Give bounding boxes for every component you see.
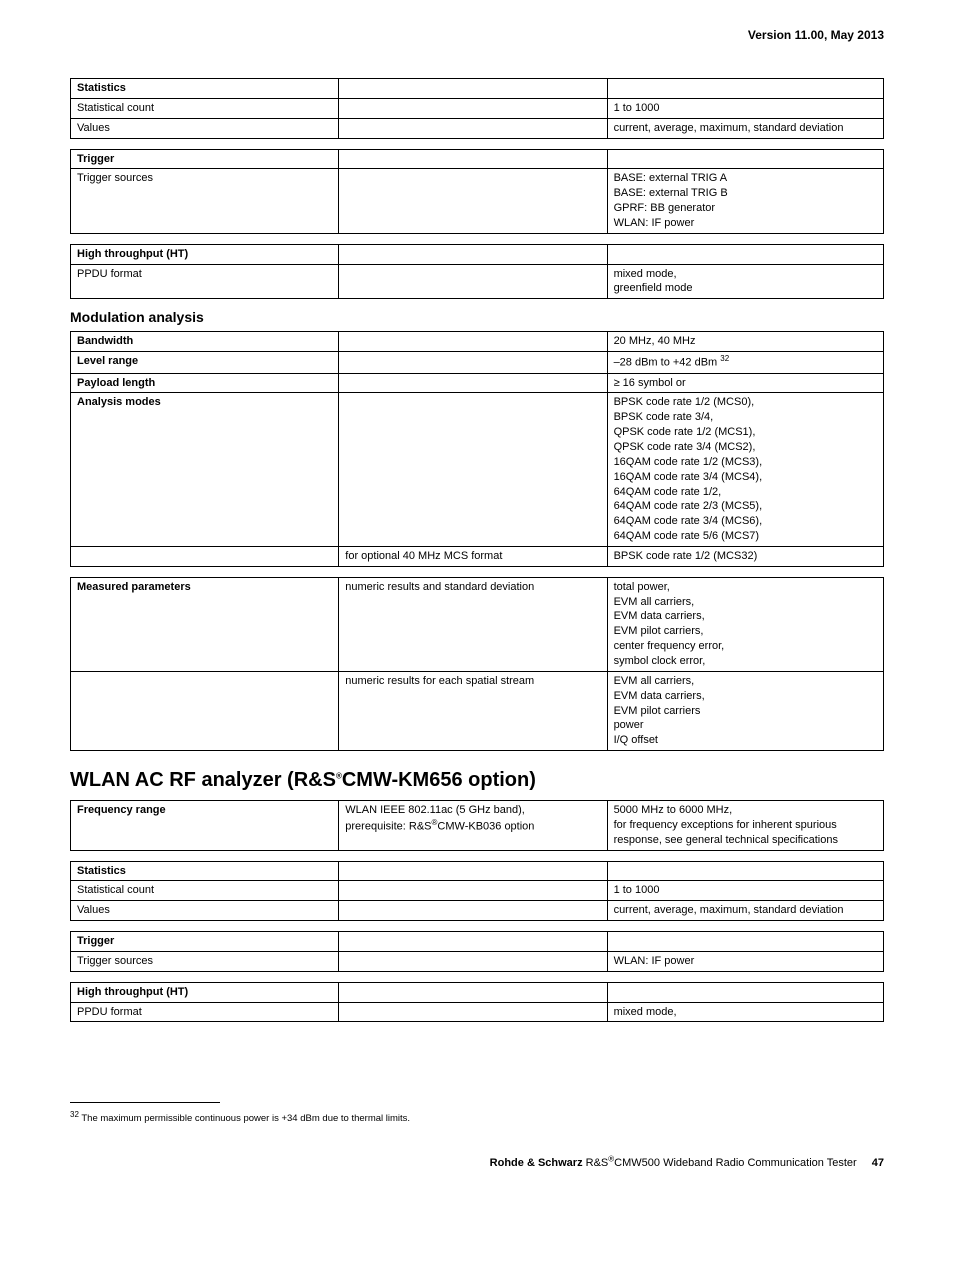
table-cell: PPDU format <box>71 264 339 299</box>
table-cell: Measured parameters <box>71 577 339 671</box>
table-cell: ≥ 16 symbol or <box>607 373 883 393</box>
table-cell <box>339 264 607 299</box>
table-cell: Payload length <box>71 373 339 393</box>
table-cell: EVM all carriers,EVM data carriers,EVM p… <box>607 671 883 750</box>
table-cell: current, average, maximum, standard devi… <box>607 901 883 921</box>
table-cell: WLAN IEEE 802.11ac (5 GHz band),prerequi… <box>339 801 607 851</box>
table-cell <box>71 546 339 566</box>
table-cell: Statistical count <box>71 881 339 901</box>
table-cell <box>339 332 607 352</box>
table-row: Level range –28 dBm to +42 dBm 32 <box>71 352 884 374</box>
page-footer: Rohde & Schwarz R&S®CMW500 Wideband Radi… <box>70 1154 884 1169</box>
table-cell <box>339 901 607 921</box>
modulation-analysis-heading: Modulation analysis <box>70 309 884 325</box>
table-cell: mixed mode, <box>607 1002 883 1022</box>
table-cell: 5000 MHz to 6000 MHz,for frequency excep… <box>607 801 883 851</box>
table-cell: Values <box>71 901 339 921</box>
table-cell: mixed mode,greenfield mode <box>607 264 883 299</box>
table-cell: total power,EVM all carriers,EVM data ca… <box>607 577 883 671</box>
table-cell <box>339 149 607 169</box>
table-cell: Values <box>71 118 339 138</box>
table-cell <box>339 951 607 971</box>
table-header-cell: Statistics <box>71 79 339 99</box>
frequency-range-table: Frequency rangeWLAN IEEE 802.11ac (5 GHz… <box>70 800 884 851</box>
table-cell <box>71 671 339 750</box>
table-cell: Level range <box>71 352 339 374</box>
high-throughput-table-1: High throughput (HT)PPDU format mixed mod… <box>70 244 884 300</box>
table-row: Statistical count 1 to 1000 <box>71 881 884 901</box>
table-cell <box>607 982 883 1002</box>
table-cell: –28 dBm to +42 dBm 32 <box>607 352 883 374</box>
table-cell <box>339 98 607 118</box>
version-header: Version 11.00, May 2013 <box>70 28 884 42</box>
table-cell <box>607 932 883 952</box>
table-cell: 1 to 1000 <box>607 881 883 901</box>
table-cell <box>339 932 607 952</box>
statistics-table-1: StatisticsStatistical count1 to 1000Valu… <box>70 78 884 139</box>
table-cell: Trigger sources <box>71 951 339 971</box>
table-row: for optional 40 MHz MCS formatBPSK code … <box>71 546 884 566</box>
wlan-ac-heading: WLAN AC RF analyzer (R&S®CMW-KM656 optio… <box>70 769 884 792</box>
table-cell <box>607 861 883 881</box>
table-row: Frequency rangeWLAN IEEE 802.11ac (5 GHz… <box>71 801 884 851</box>
page-number: 47 <box>872 1157 884 1169</box>
table-cell <box>339 169 607 233</box>
table-row: PPDU format mixed mode, <box>71 1002 884 1022</box>
table-header-cell: Trigger <box>71 932 339 952</box>
table-cell: PPDU format <box>71 1002 339 1022</box>
table-row: Trigger sources WLAN: IF power <box>71 951 884 971</box>
table-cell <box>339 1002 607 1022</box>
table-cell: WLAN: IF power <box>607 951 883 971</box>
table-cell <box>607 149 883 169</box>
table-cell: BPSK code rate 1/2 (MCS32) <box>607 546 883 566</box>
table-cell <box>339 373 607 393</box>
table-cell <box>339 393 607 546</box>
table-row: Values current, average, maximum, standar… <box>71 118 884 138</box>
table-row: Payload length ≥ 16 symbol or <box>71 373 884 393</box>
table-row: Values current, average, maximum, standar… <box>71 901 884 921</box>
high-throughput-table-2: High throughput (HT)PPDU format mixed mod… <box>70 982 884 1023</box>
table-cell: BASE: external TRIG ABASE: external TRIG… <box>607 169 883 233</box>
measured-parameters-table: Measured parametersnumeric results and s… <box>70 577 884 751</box>
table-cell: numeric results and standard deviation <box>339 577 607 671</box>
table-cell: numeric results for each spatial stream <box>339 671 607 750</box>
table-cell <box>607 79 883 99</box>
table-row: Analysis modes BPSK code rate 1/2 (MCS0),… <box>71 393 884 546</box>
table-cell <box>339 352 607 374</box>
table-row: Measured parametersnumeric results and s… <box>71 577 884 671</box>
table-cell <box>607 244 883 264</box>
table-cell <box>339 982 607 1002</box>
table-cell: Analysis modes <box>71 393 339 546</box>
table-cell: Bandwidth <box>71 332 339 352</box>
table-cell <box>339 118 607 138</box>
table-row: Trigger sources BASE: external TRIG ABASE… <box>71 169 884 233</box>
table-cell: 1 to 1000 <box>607 98 883 118</box>
table-cell: 20 MHz, 40 MHz <box>607 332 883 352</box>
table-cell <box>339 861 607 881</box>
table-cell: Frequency range <box>71 801 339 851</box>
statistics-table-2: StatisticsStatistical count1 to 1000Valu… <box>70 861 884 922</box>
table-cell: current, average, maximum, standard devi… <box>607 118 883 138</box>
trigger-table-1: TriggerTrigger sources BASE: external TRI… <box>70 149 884 234</box>
footnote-divider <box>70 1102 220 1103</box>
table-row: Statistical count 1 to 1000 <box>71 98 884 118</box>
table-row: PPDU format mixed mode,greenfield mode <box>71 264 884 299</box>
table-row: numeric results for each spatial streamE… <box>71 671 884 750</box>
table-header-cell: Trigger <box>71 149 339 169</box>
table-cell <box>339 79 607 99</box>
table-cell: BPSK code rate 1/2 (MCS0),BPSK code rate… <box>607 393 883 546</box>
table-row: Bandwidth 20 MHz, 40 MHz <box>71 332 884 352</box>
footnote-32: 32 The maximum permissible continuous po… <box>70 1109 884 1125</box>
table-cell <box>339 881 607 901</box>
table-cell <box>339 244 607 264</box>
modulation-table: Bandwidth 20 MHz, 40 MHz Level range –28 dB… <box>70 331 884 566</box>
footer-text: Rohde & Schwarz R&S®CMW500 Wideband Radi… <box>490 1157 857 1169</box>
table-header-cell: High throughput (HT) <box>71 982 339 1002</box>
table-header-cell: Statistics <box>71 861 339 881</box>
table-header-cell: High throughput (HT) <box>71 244 339 264</box>
table-cell: Statistical count <box>71 98 339 118</box>
table-cell: Trigger sources <box>71 169 339 233</box>
trigger-table-2: TriggerTrigger sources WLAN: IF power <box>70 931 884 972</box>
table-cell: for optional 40 MHz MCS format <box>339 546 607 566</box>
